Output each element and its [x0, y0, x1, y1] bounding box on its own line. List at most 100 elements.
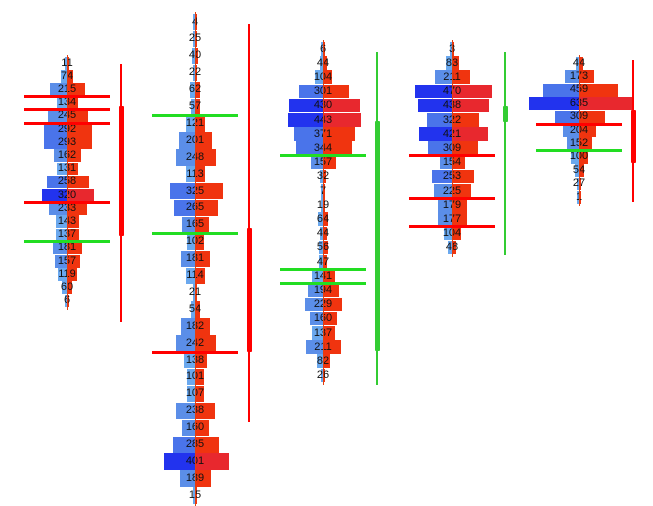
volume-label: 160 — [303, 311, 343, 325]
buy-volume-bar — [323, 98, 360, 113]
buy-volume-bar — [579, 150, 588, 164]
volume-label: 325 — [175, 183, 215, 200]
sell-volume-bar — [65, 294, 67, 308]
buy-volume-bar — [195, 14, 197, 31]
sell-volume-bar — [435, 70, 452, 85]
sell-volume-bar — [310, 155, 323, 170]
red-level-line — [409, 154, 495, 158]
volume-label: 182 — [175, 318, 215, 335]
buy-volume-bar — [323, 141, 353, 156]
volume-label: 114 — [175, 267, 215, 284]
sell-volume-bar — [563, 124, 579, 137]
volume-label: 635 — [559, 97, 599, 110]
sell-volume-bar — [50, 83, 67, 97]
sell-volume-bar — [186, 166, 195, 183]
sell-volume-bar — [571, 150, 579, 164]
sell-volume-bar — [193, 14, 195, 31]
sell-volume-bar — [54, 255, 67, 268]
buy-volume-bar — [195, 149, 217, 166]
sell-volume-bar — [193, 284, 195, 301]
buy-volume-bar — [323, 127, 355, 141]
volume-label: 215 — [47, 83, 87, 96]
buy-volume-bar — [195, 301, 200, 318]
green-level-line — [280, 267, 366, 271]
green-level-line — [152, 113, 238, 117]
volume-label: 265 — [175, 199, 215, 216]
buy-volume-bar — [579, 110, 606, 124]
profile-center-line — [452, 40, 453, 257]
volume-label: 181 — [47, 241, 87, 254]
sell-volume-bar — [427, 141, 452, 156]
sell-volume-bar — [176, 402, 195, 420]
sell-volume-bar — [426, 113, 452, 127]
sell-volume-bar — [419, 127, 452, 141]
sell-volume-bar — [438, 212, 452, 227]
buy-volume-bar — [323, 70, 332, 85]
profile-center-line — [579, 55, 580, 207]
green-level-line — [536, 149, 622, 153]
buy-volume-bar — [195, 335, 216, 352]
sell-volume-bar — [52, 241, 67, 255]
profile-center-line — [67, 55, 68, 310]
sell-volume-bar — [180, 318, 195, 335]
sell-volume-bar — [41, 189, 67, 202]
buy-volume-bar — [67, 123, 92, 136]
sell-volume-bar — [179, 132, 195, 149]
sell-volume-bar — [318, 240, 323, 255]
sell-volume-bar — [316, 354, 323, 369]
volume-label: 157 — [47, 255, 87, 268]
volume-label: 134 — [47, 96, 87, 109]
volume-label: 152 — [559, 137, 599, 150]
sell-volume-bar — [61, 70, 67, 83]
buy-volume-bar — [452, 127, 488, 141]
buy-volume-bar — [195, 250, 211, 267]
buy-volume-bar — [195, 30, 198, 48]
volume-label: 238 — [175, 402, 215, 419]
sell-volume-bar — [190, 98, 195, 115]
buy-volume-bar — [452, 113, 480, 127]
volume-label: 107 — [175, 385, 215, 402]
sell-volume-bar — [169, 183, 195, 200]
buy-volume-bar — [195, 166, 205, 183]
volume-label: 104 — [432, 226, 472, 240]
sell-volume-bar — [321, 42, 323, 56]
volume-label: 371 — [303, 127, 343, 141]
sell-volume-bar — [193, 30, 195, 48]
buy-volume-bar — [579, 57, 583, 70]
red-level-line — [24, 121, 110, 125]
sell-volume-bar — [311, 269, 323, 283]
buy-volume-bar — [195, 98, 200, 115]
buy-volume-bar — [452, 98, 490, 113]
green-level-line — [280, 281, 366, 285]
volume-label: 102 — [175, 233, 215, 250]
volume-label: 470 — [432, 84, 472, 98]
sell-volume-bar — [44, 136, 67, 149]
buy-volume-bar — [579, 191, 581, 204]
sell-volume-bar — [438, 198, 452, 212]
sell-volume-bar — [289, 98, 323, 113]
buy-volume-bar — [67, 136, 92, 149]
buy-volume-bar — [67, 215, 80, 229]
sell-volume-bar — [44, 123, 67, 136]
buy-volume-bar — [67, 268, 78, 281]
sell-volume-bar — [293, 127, 323, 141]
sell-volume-bar — [565, 70, 579, 84]
buy-volume-bar — [195, 419, 209, 436]
sell-volume-bar — [175, 149, 195, 166]
volume-label: 438 — [432, 98, 472, 112]
green-level-line — [152, 232, 238, 236]
sell-volume-bar — [445, 56, 452, 70]
sell-volume-bar — [56, 228, 67, 242]
buy-volume-bar — [323, 113, 361, 127]
sell-volume-bar — [450, 42, 452, 56]
sell-volume-bar — [415, 84, 452, 99]
volume-profile-chart: 1174215134245292293162131258320233143137… — [24, 12, 636, 506]
buy-volume-bar — [452, 155, 466, 170]
volume-label: 162 — [47, 149, 87, 162]
buy-volume-bar — [579, 97, 633, 111]
buy-volume-bar — [323, 340, 341, 354]
red-level-line — [24, 200, 110, 204]
buy-volume-bar — [195, 318, 211, 335]
buy-volume-bar — [452, 240, 457, 255]
sell-volume-bar — [574, 164, 579, 178]
